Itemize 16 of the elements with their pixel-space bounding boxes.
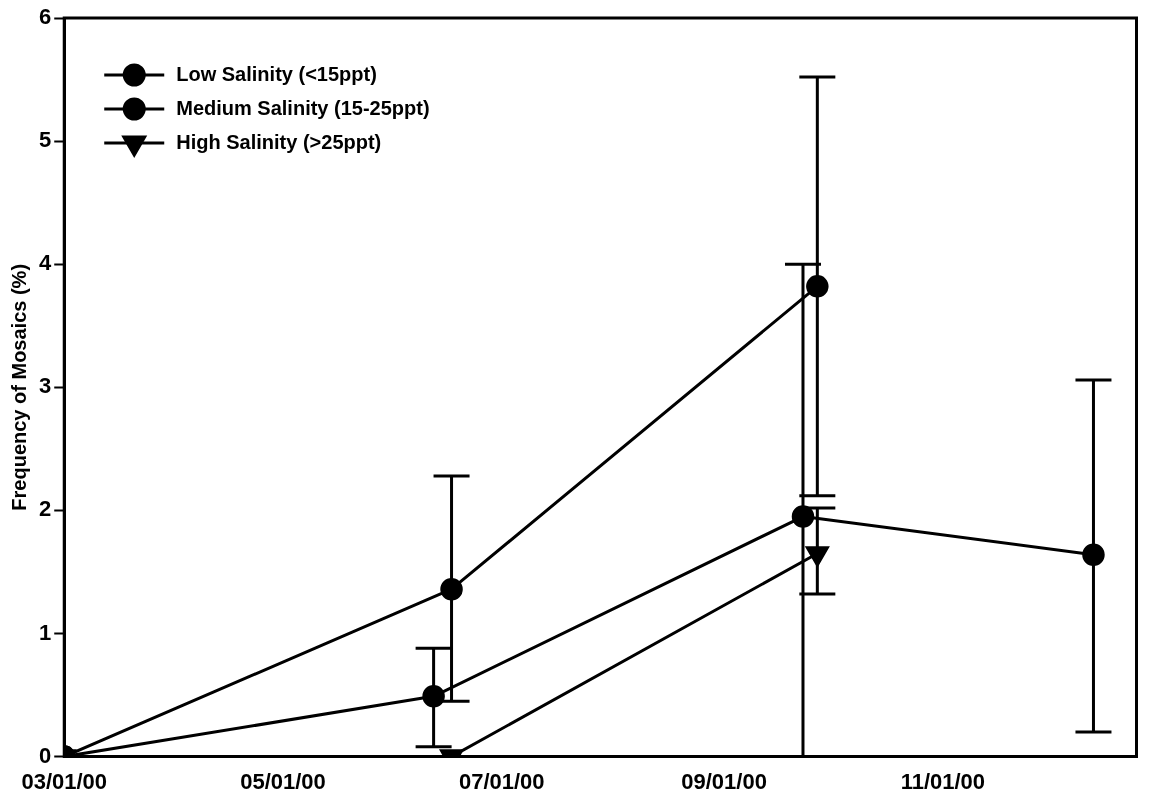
y-tick-label: 1 <box>38 619 52 645</box>
x-tick-label: 07/01/00 <box>458 768 545 794</box>
y-tick-label: 2 <box>38 496 52 522</box>
y-axis-title: Frequency of Mosaics (%) <box>7 263 30 511</box>
y-tick-label: 0 <box>38 742 52 768</box>
y-tick-label: 6 <box>38 4 52 30</box>
legend-label: Low Salinity (<15ppt) <box>176 62 377 85</box>
legend-label: Medium Salinity (15-25ppt) <box>176 96 430 119</box>
y-tick-label: 4 <box>38 250 52 276</box>
y-tick-label: 3 <box>38 373 52 399</box>
y-tick-label: 5 <box>38 127 52 153</box>
x-tick-label: 03/01/00 <box>21 768 108 794</box>
legend-label: High Salinity (>25ppt) <box>176 130 382 153</box>
x-tick-label: 11/01/00 <box>900 768 986 794</box>
x-tick-label: 09/01/00 <box>681 768 767 794</box>
x-tick-label: 05/01/00 <box>240 768 326 794</box>
